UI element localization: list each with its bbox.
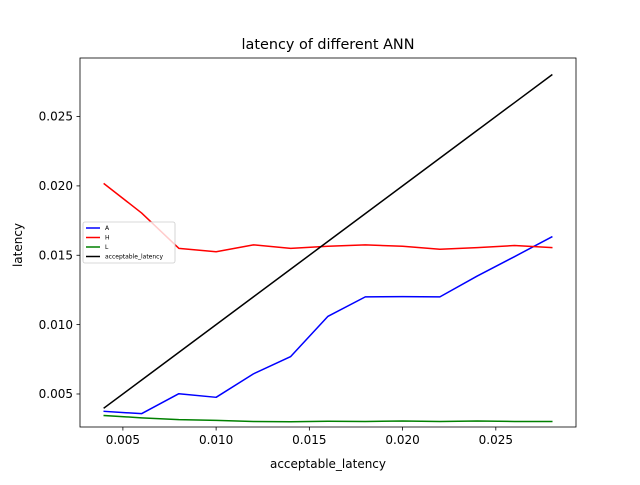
legend-label-H: H <box>105 235 110 242</box>
x-tick-label: 0.005 <box>106 433 140 447</box>
y-tick-label: 0.015 <box>39 248 73 262</box>
x-tick-label: 0.020 <box>385 433 419 447</box>
y-tick-label: 0.005 <box>39 387 73 401</box>
x-axis-label: acceptable_latency <box>270 457 386 471</box>
x-tick-label: 0.025 <box>479 433 513 447</box>
plot-frame <box>79 57 577 428</box>
series-line-acceptable-latency <box>103 73 553 409</box>
series-line-A <box>103 235 553 415</box>
y-axis-label: latency <box>11 223 25 267</box>
x-tick-label: 0.015 <box>292 433 326 447</box>
legend-label-A: A <box>105 225 110 232</box>
legend-box <box>82 221 176 264</box>
series-line-H <box>103 182 553 253</box>
legend-label-acceptable-latency: acceptable_latency <box>105 254 163 261</box>
chart-title: latency of different ANN <box>242 37 415 53</box>
y-tick-label: 0.025 <box>39 110 73 124</box>
plot-area: 0.005 0.010 0.015 0.020 0.025 0.005 0.010 0.015… <box>39 57 577 447</box>
legend-label-L: L <box>105 244 109 251</box>
x-tick-label: 0.010 <box>199 433 233 447</box>
series-line-L <box>103 414 553 423</box>
y-tick-label: 0.010 <box>39 318 73 332</box>
y-tick-label: 0.020 <box>39 179 73 193</box>
